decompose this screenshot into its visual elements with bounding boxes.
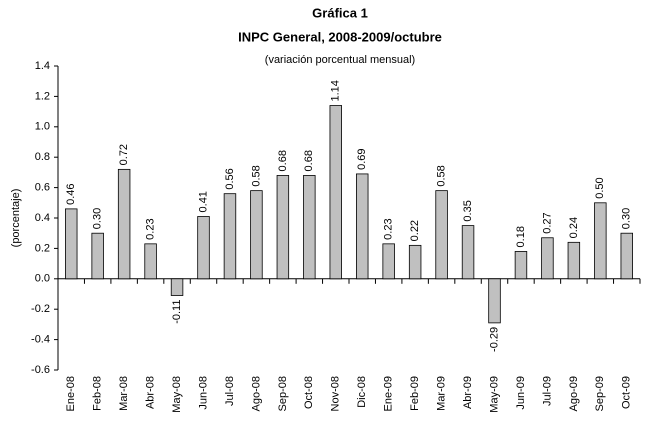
data-label: -0.11 xyxy=(171,300,183,324)
y-tick-label: -0.4 xyxy=(31,334,50,346)
data-label: -0.29 xyxy=(488,327,500,352)
data-label: 0.56 xyxy=(224,168,236,189)
y-tick-label: 0.8 xyxy=(35,151,50,163)
x-tick-label: Ago-09 xyxy=(568,376,580,411)
x-tick-label: Mar-09 xyxy=(435,376,447,411)
data-label: 0.27 xyxy=(541,212,553,233)
data-label: 0.35 xyxy=(462,200,474,221)
data-label: 0.69 xyxy=(356,148,368,169)
bar xyxy=(250,190,263,280)
data-label: 0.72 xyxy=(118,144,130,165)
data-label: 0.58 xyxy=(435,165,447,186)
x-tick-label: Oct-09 xyxy=(621,376,633,409)
x-tick-label: Feb-09 xyxy=(409,376,421,411)
y-tick-label: -0.6 xyxy=(31,364,50,376)
bar xyxy=(170,278,184,296)
y-tick-label: 1.4 xyxy=(35,60,50,72)
data-label: 0.68 xyxy=(303,150,315,171)
x-tick-label: May-08 xyxy=(171,376,183,413)
x-tick-label: Sep-09 xyxy=(594,376,606,411)
x-tick-label: Jul-09 xyxy=(541,376,553,406)
y-tick-label: 0.0 xyxy=(35,273,50,285)
data-label: 0.23 xyxy=(144,218,156,239)
data-label: 0.46 xyxy=(65,183,77,204)
x-tick-label: Ago-08 xyxy=(250,376,262,411)
bar xyxy=(329,105,342,280)
bar xyxy=(276,175,290,280)
x-tick-label: Sep-08 xyxy=(277,376,289,411)
bar xyxy=(567,241,581,280)
x-tick-label: Abr-08 xyxy=(144,376,156,409)
x-tick-label: Mar-08 xyxy=(118,376,130,411)
chart-subtitle: INPC General, 2008-2009/octubre xyxy=(238,29,442,44)
data-label: 0.58 xyxy=(250,165,262,186)
y-tick-label: -0.2 xyxy=(31,303,50,315)
x-tick-label: Jul-08 xyxy=(224,376,236,406)
data-label: 0.23 xyxy=(383,218,395,239)
x-tick-label: Oct-08 xyxy=(303,376,315,409)
x-tick-label: Nov-08 xyxy=(330,376,342,411)
bar xyxy=(488,278,501,324)
x-tick-label: Dic-08 xyxy=(356,376,368,408)
bar xyxy=(303,175,316,280)
bar xyxy=(197,216,210,280)
x-tick-label: Abr-09 xyxy=(462,376,474,409)
bar xyxy=(408,244,422,280)
y-tick-label: 1.0 xyxy=(35,121,50,133)
bar xyxy=(594,202,607,280)
bar xyxy=(514,251,528,280)
bar xyxy=(382,243,395,280)
bar xyxy=(223,193,237,280)
x-tick-label: May-09 xyxy=(488,376,500,413)
data-label: 0.50 xyxy=(594,177,606,198)
data-label: 0.22 xyxy=(409,220,421,241)
bar xyxy=(435,190,448,280)
bar xyxy=(620,232,633,280)
x-tick-label: Ene-08 xyxy=(65,376,77,411)
y-tick-label: 1.2 xyxy=(35,90,50,102)
data-label: 0.68 xyxy=(277,150,289,171)
y-tick-label: 0.2 xyxy=(35,242,50,254)
bar xyxy=(65,208,78,280)
chart-title: Gráfica 1 xyxy=(312,5,368,20)
bar xyxy=(91,232,104,280)
data-label: 0.30 xyxy=(621,208,633,229)
data-label: 0.30 xyxy=(92,208,104,229)
x-tick-label: Feb-08 xyxy=(92,376,104,411)
bar xyxy=(144,243,157,280)
data-label: 0.41 xyxy=(197,191,209,212)
bar xyxy=(356,173,369,280)
x-tick-label: Ene-09 xyxy=(383,376,395,411)
y-axis-label: (porcentaje) xyxy=(10,189,22,248)
x-tick-label: Jun-09 xyxy=(515,376,527,410)
bar xyxy=(461,225,475,280)
y-tick-label: 0.4 xyxy=(35,212,50,224)
chart-note: (variación porcentual mensual) xyxy=(265,54,415,66)
bar xyxy=(117,168,131,280)
data-label: 1.14 xyxy=(330,80,342,101)
data-label: 0.24 xyxy=(568,217,580,238)
y-tick-label: 0.6 xyxy=(35,182,50,194)
data-label: 0.18 xyxy=(515,226,527,247)
x-tick-label: Jun-08 xyxy=(197,376,209,410)
bar xyxy=(541,237,554,280)
